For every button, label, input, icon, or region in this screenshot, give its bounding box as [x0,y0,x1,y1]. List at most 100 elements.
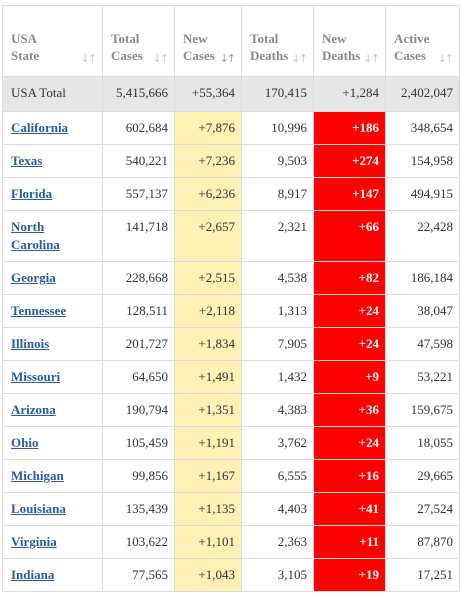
total-deaths-cell: 4,403 [241,492,314,526]
header-total-cases-line1: Total [111,31,140,46]
sort-icon[interactable]: ↓↑ [80,52,98,65]
new-cases-cell: +1,351 [174,393,242,427]
header-new-cases-line1: New [183,31,208,46]
table-row: Indiana 77,565 +1,043 3,105 +19 17,251 [2,558,460,592]
state-link[interactable]: Georgia [11,270,56,285]
sort-icon[interactable]: ↓↑ [363,52,381,65]
header-total-cases[interactable]: Total Cases ↓↑ [102,5,175,77]
sort-icon[interactable]: ↓↑ [152,52,170,65]
active-cases-cell: 22,428 [385,210,460,262]
active-cases-cell: 348,654 [385,111,460,145]
state-cell: Texas [2,144,103,178]
state-link[interactable]: Louisiana [11,501,66,516]
header-active-cases[interactable]: Active Cases ↓↑ [385,5,460,77]
active-cases-cell: 17,251 [385,558,460,592]
total-deaths-cell: 4,383 [241,393,314,427]
sort-icon[interactable]: ↓↑ [291,52,309,65]
new-cases-cell: +1,491 [174,360,242,394]
new-cases-cell: +1,101 [174,525,242,559]
table-row: Virginia 103,622 +1,101 2,363 +11 87,870 [2,525,460,559]
new-deaths-cell: +16 [313,459,386,493]
state-link[interactable]: Illinois [11,336,50,351]
header-state[interactable]: USA State ↓↑ [2,5,103,77]
state-link[interactable]: Michigan [11,468,64,483]
state-link[interactable]: Missouri [11,369,61,384]
total-cases-cell: 540,221 [102,144,175,178]
active-cases-cell: 27,524 [385,492,460,526]
total-cases-cell: 602,684 [102,111,175,145]
active-cases-cell: 29,665 [385,459,460,493]
header-new-deaths-line1: New [322,31,347,46]
total-deaths-cell: 1,432 [241,360,314,394]
header-new-cases[interactable]: New Cases ↓↑ [174,5,242,77]
table-row: Ohio 105,459 +1,191 3,762 +24 18,055 [2,426,460,460]
header-total-deaths[interactable]: Total Deaths ↓↑ [241,5,314,77]
table-row: Arizona 190,794 +1,351 4,383 +36 159,675 [2,393,460,427]
new-cases-cell: +1,167 [174,459,242,493]
total-cases-cell: 135,439 [102,492,175,526]
new-cases-cell: +7,236 [174,144,242,178]
header-new-deaths[interactable]: New Deaths ↓↑ [313,5,386,77]
sort-desc-active-icon[interactable]: ↓↑ [219,52,237,65]
total-cases-cell: 557,137 [102,177,175,211]
new-cases-cell: +2,515 [174,261,242,295]
table-row: Georgia 228,668 +2,515 4,538 +82 186,184 [2,261,460,295]
state-cell: Virginia [2,525,103,559]
state-link[interactable]: Ohio [11,435,39,450]
total-cases-cell: 5,415,666 [102,76,175,112]
total-cases-cell: 201,727 [102,327,175,361]
new-deaths-cell: +186 [313,111,386,145]
table-row: Tennessee 128,511 +2,118 1,313 +24 38,047 [2,294,460,328]
state-cell: Arizona [2,393,103,427]
table-row: Florida 557,137 +6,236 8,917 +147 494,915 [2,177,460,211]
active-cases-cell: 186,184 [385,261,460,295]
state-link[interactable]: California [11,120,69,135]
active-cases-cell: 53,221 [385,360,460,394]
table-row: Louisiana 135,439 +1,135 4,403 +41 27,524 [2,492,460,526]
state-link[interactable]: Florida [11,186,53,201]
new-deaths-cell: +11 [313,525,386,559]
header-row: USA State ↓↑ Total Cases ↓↑ New Cases ↓↑… [2,5,460,77]
state-cell: Tennessee [2,294,103,328]
state-cell: Florida [2,177,103,211]
new-cases-cell: +2,118 [174,294,242,328]
state-link[interactable]: Tennessee [11,303,67,318]
new-cases-cell: +6,236 [174,177,242,211]
state-cell: Louisiana [2,492,103,526]
total-new-cases-cell: +55,364 [174,76,242,112]
state-link[interactable]: North Carolina [11,219,60,252]
covid-stats-table: USA State ↓↑ Total Cases ↓↑ New Cases ↓↑… [2,5,460,592]
state-cell: Ohio [2,426,103,460]
new-deaths-cell: +41 [313,492,386,526]
active-cases-cell: 159,675 [385,393,460,427]
table-row: Texas 540,221 +7,236 9,503 +274 154,958 [2,144,460,178]
state-link[interactable]: Arizona [11,402,56,417]
header-state-line1: USA [11,31,38,46]
state-link[interactable]: Virginia [11,534,57,549]
state-link[interactable]: Texas [11,153,43,168]
header-new-deaths-line2: Deaths [322,48,361,63]
state-cell: Georgia [2,261,103,295]
total-cases-cell: 105,459 [102,426,175,460]
new-cases-cell: +1,834 [174,327,242,361]
total-deaths-cell: 10,996 [241,111,314,145]
state-cell: Michigan [2,459,103,493]
new-cases-cell: +1,043 [174,558,242,592]
total-deaths-cell: 7,905 [241,327,314,361]
header-active-cases-line1: Active [394,31,430,46]
new-cases-cell: +7,876 [174,111,242,145]
state-link[interactable]: Indiana [11,567,55,582]
total-cases-cell: 190,794 [102,393,175,427]
header-total-deaths-line1: Total [250,31,279,46]
new-deaths-cell: +9 [313,360,386,394]
total-cases-cell: 77,565 [102,558,175,592]
total-deaths-cell: 3,762 [241,426,314,460]
total-deaths-cell: 9,503 [241,144,314,178]
active-cases-cell: 38,047 [385,294,460,328]
total-deaths-cell: 8,917 [241,177,314,211]
total-deaths-cell: 1,313 [241,294,314,328]
sort-icon[interactable]: ↓↑ [437,52,455,65]
total-state-cell: USA Total [2,76,103,112]
new-deaths-cell: +19 [313,558,386,592]
header-total-cases-line2: Cases [111,48,143,63]
